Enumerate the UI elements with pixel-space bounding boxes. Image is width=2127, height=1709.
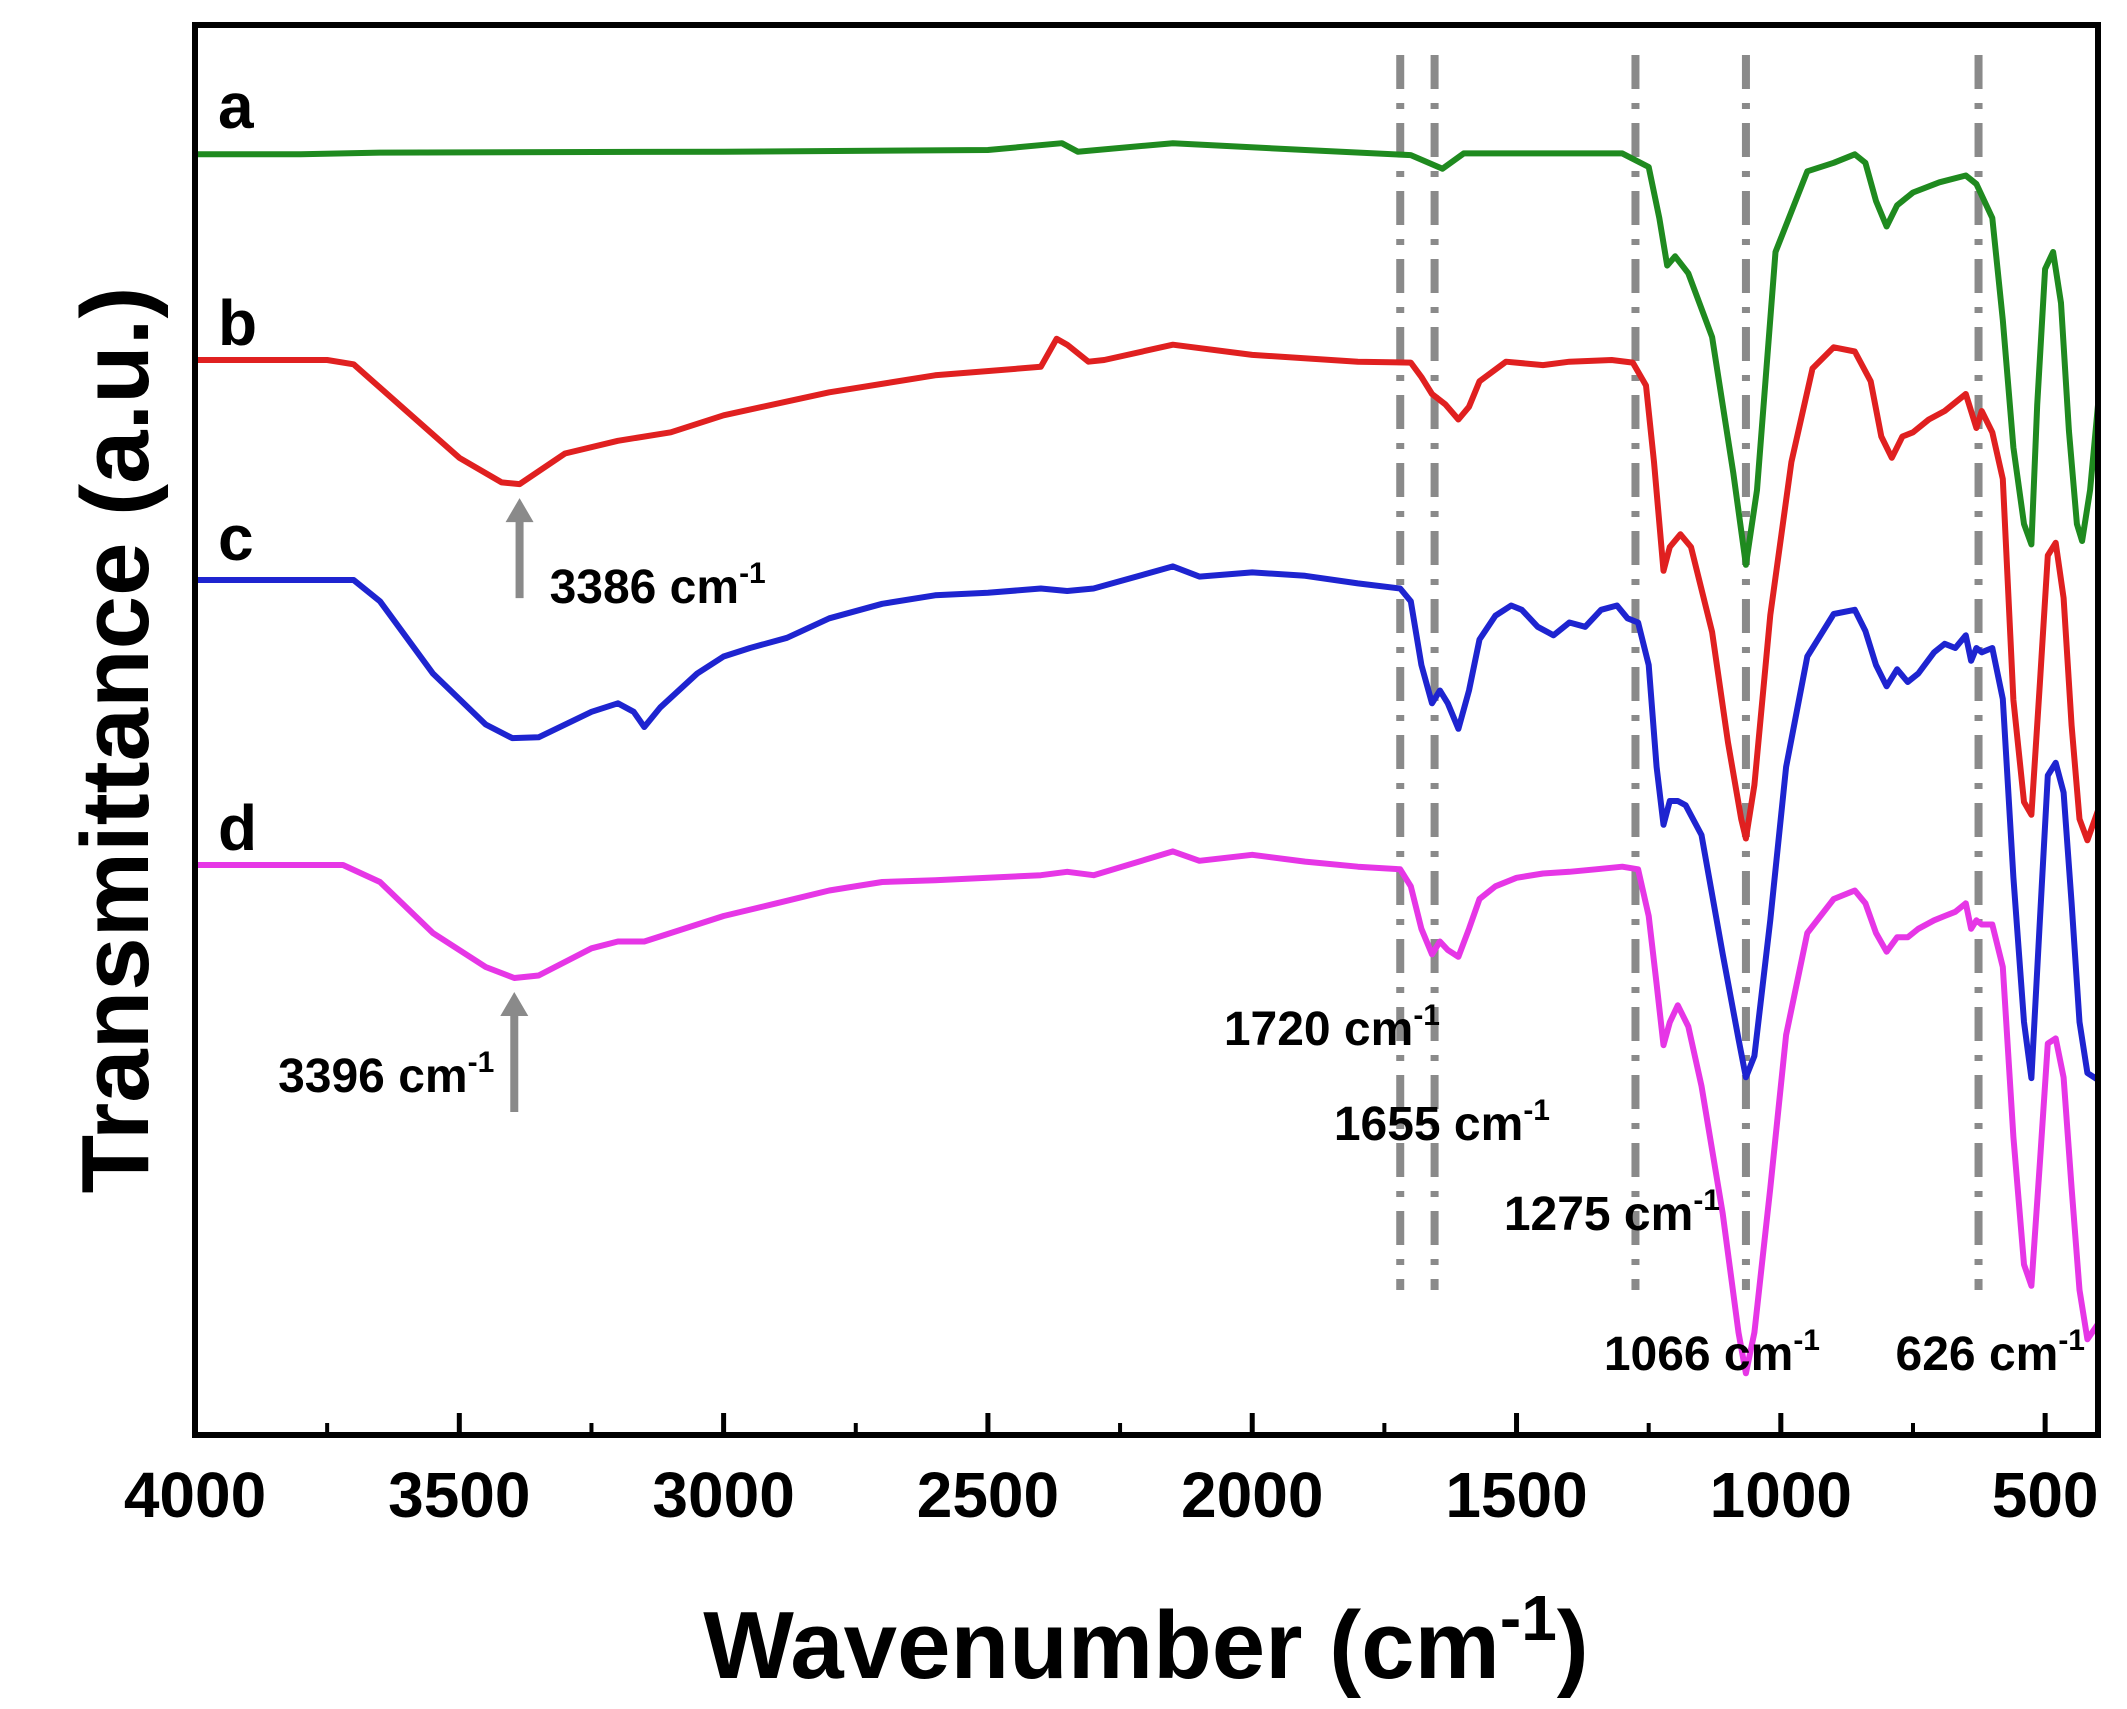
series-label-a: a: [218, 70, 254, 142]
peak-label-3396: 3396 cm-1: [278, 1046, 494, 1103]
x-tick-label-1000: 1000: [1710, 1459, 1852, 1531]
plot-frame: [192, 22, 2101, 1438]
annotation-626: 626 cm-1: [1896, 1324, 2085, 1381]
series-label-c: c: [218, 502, 254, 574]
y-axis-title: Transmittance (a.u.): [62, 287, 169, 1194]
series-label-d: d: [218, 792, 257, 864]
series-d-line: [192, 848, 2101, 1377]
series-label-b: b: [218, 287, 257, 359]
reference-dashed-lines: [1396, 55, 1983, 1290]
spectra-series: [192, 140, 2101, 1377]
series-c-line: [192, 563, 2101, 1083]
peak-arrows: [500, 498, 534, 1113]
annotation-1275: 1275 cm-1: [1504, 1184, 1720, 1241]
x-axis-title: Wavenumber (cm-1): [703, 1582, 1589, 1699]
x-tick-label-2500: 2500: [917, 1459, 1059, 1531]
series-a-line: [192, 140, 2101, 568]
trace-labels: a b c d: [218, 70, 257, 864]
x-axis-title-sup: -1: [1500, 1582, 1557, 1654]
x-tick-label-3500: 3500: [388, 1459, 530, 1531]
x-tick-label-3000: 3000: [652, 1459, 794, 1531]
x-axis-title-close: ): [1557, 1592, 1589, 1699]
x-axis-ticks: [192, 1413, 2048, 1435]
x-axis-tick-labels: 4000 3500 3000 2500 2000 1500 1000 500: [124, 1459, 2099, 1531]
peak-label-3386: 3386 cm-1: [550, 557, 766, 614]
peak-arrow-3386: [505, 498, 534, 599]
x-tick-label-4000: 4000: [124, 1459, 266, 1531]
annotation-1655: 1655 cm-1: [1334, 1094, 1550, 1151]
series-b-line: [192, 335, 2101, 844]
x-tick-label-1500: 1500: [1445, 1459, 1587, 1531]
annotation-1720: 1720 cm-1: [1224, 999, 1440, 1056]
annotation-1066: 1066 cm-1: [1604, 1324, 1820, 1381]
x-axis-title-text: Wavenumber (cm: [703, 1592, 1500, 1699]
peak-arrow-3396: [500, 992, 529, 1113]
x-tick-label-500: 500: [1992, 1459, 2099, 1531]
peak-annotations: 3386 cm-1 3396 cm-1 1720 cm-1 1655 cm-1 1275…: [278, 557, 2085, 1381]
x-tick-label-2000: 2000: [1181, 1459, 1323, 1531]
